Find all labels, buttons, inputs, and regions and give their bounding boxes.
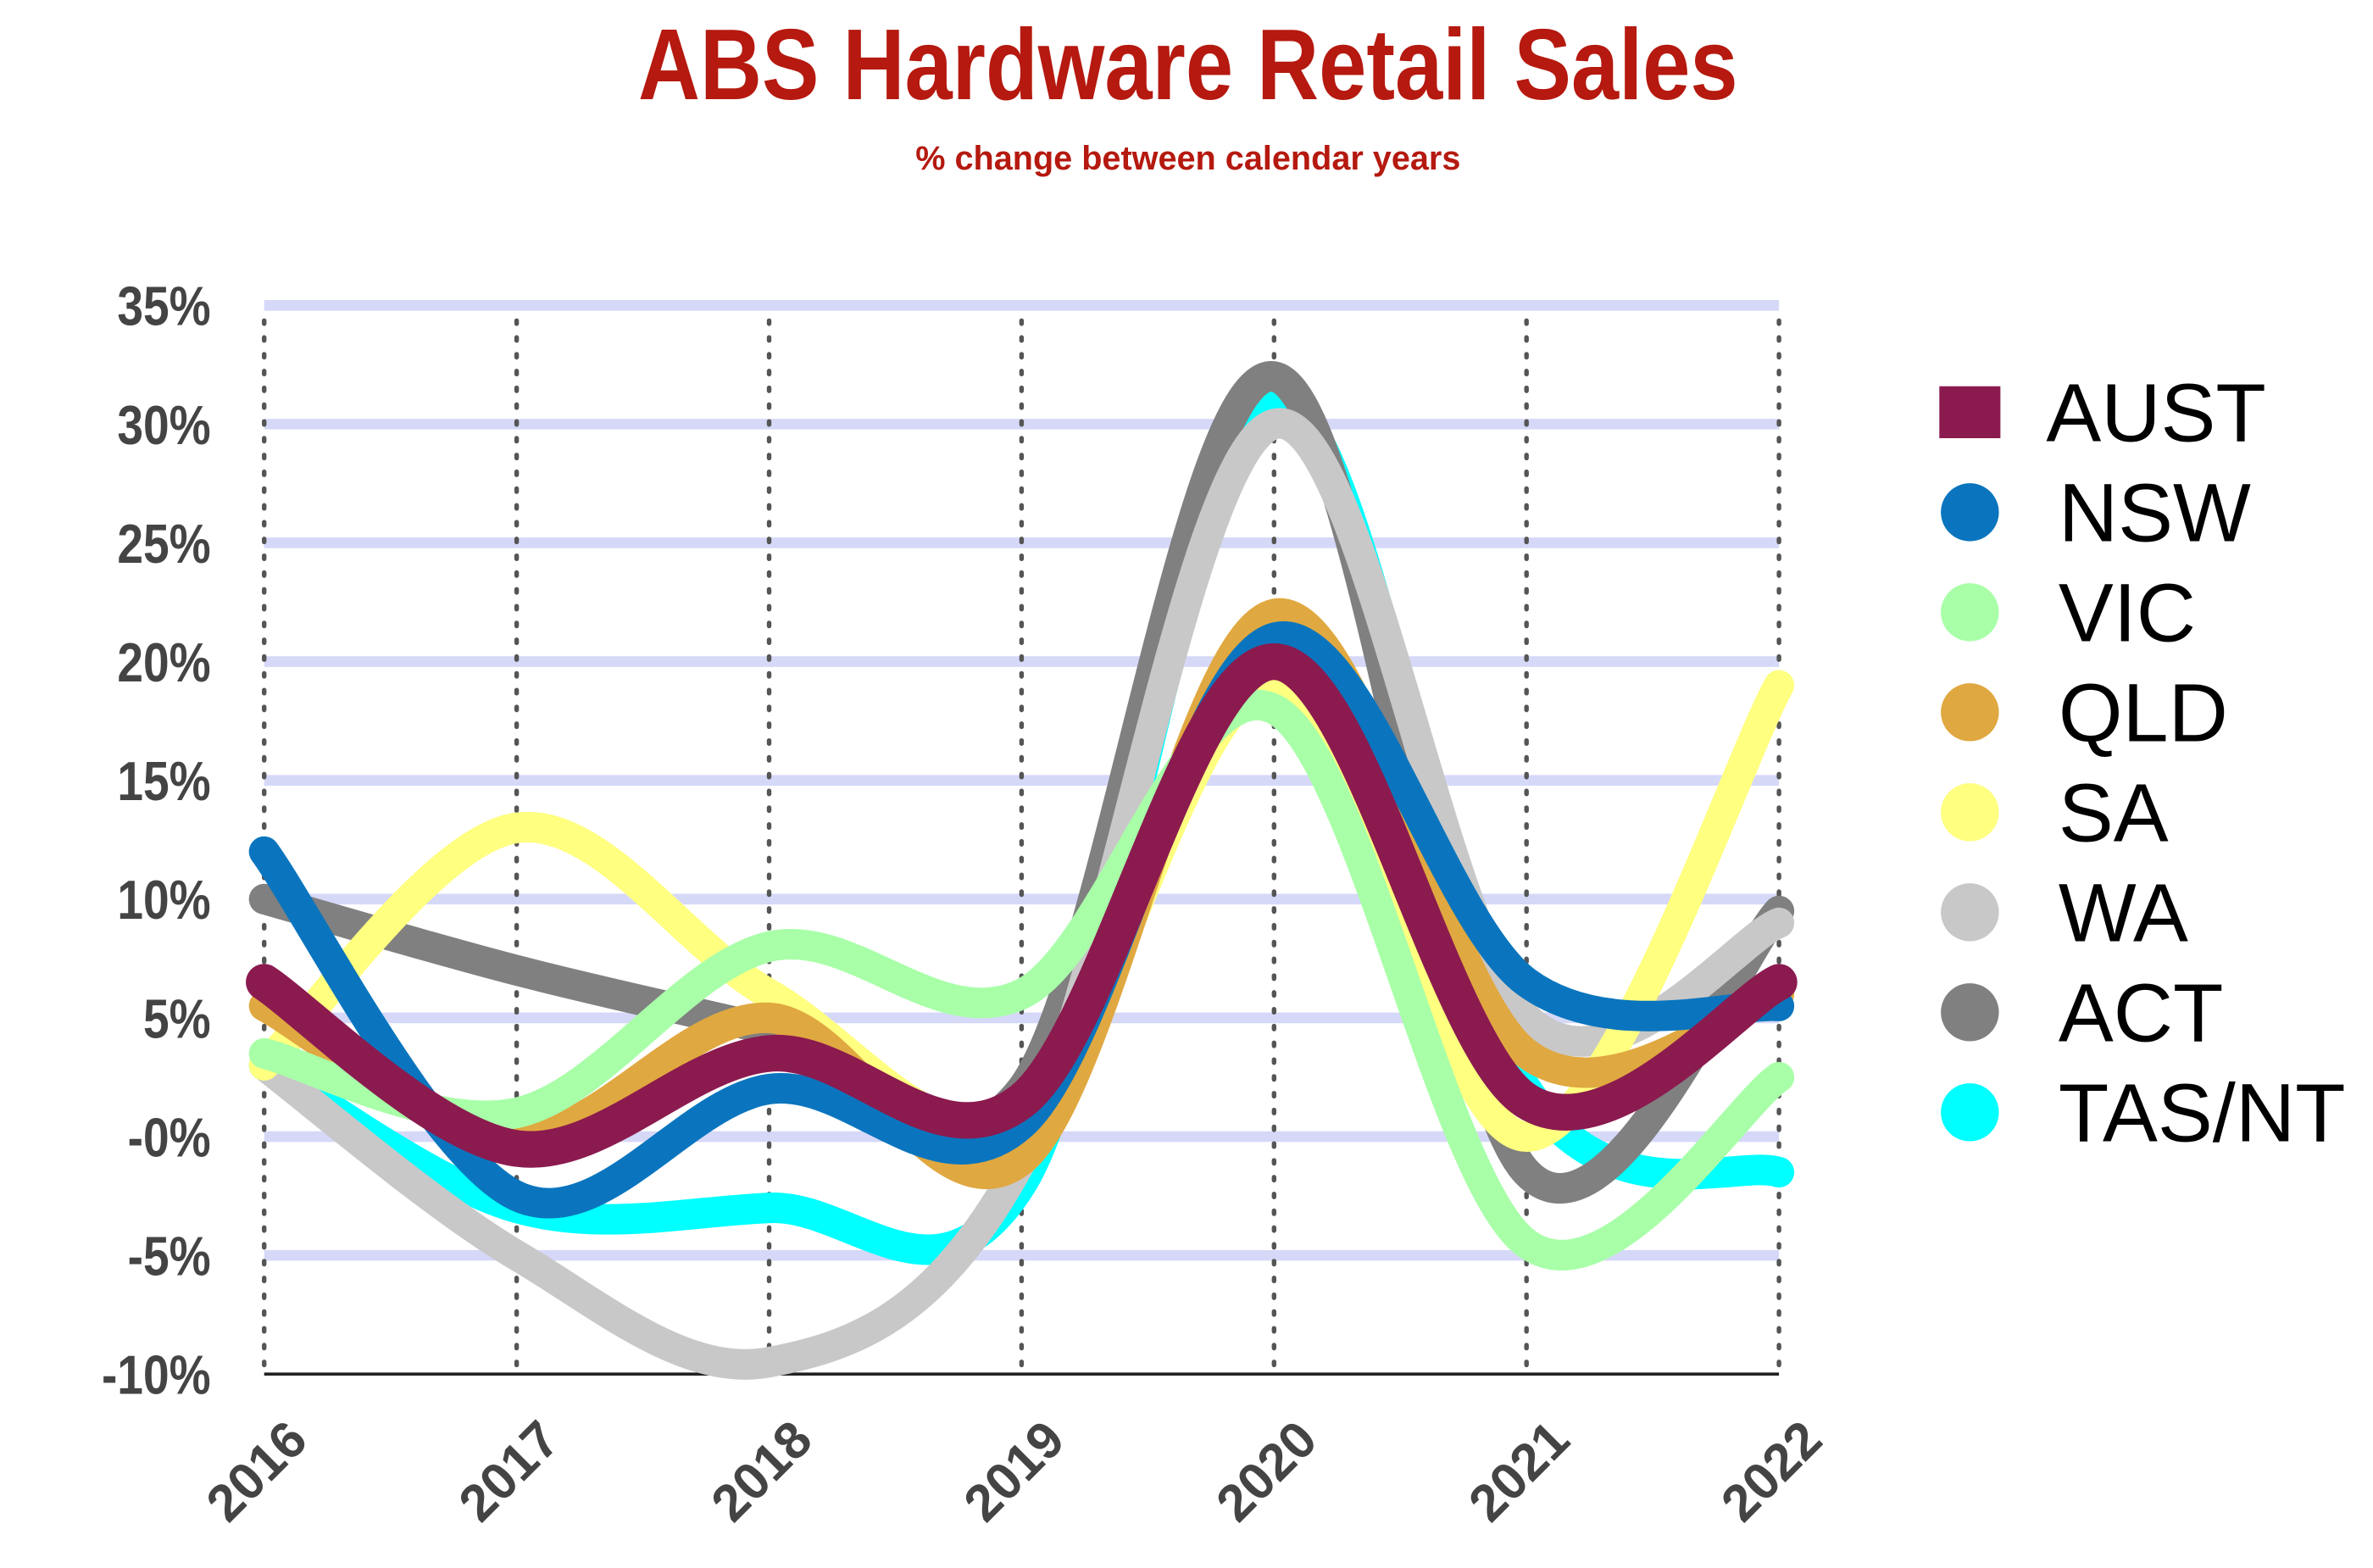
legend-marker bbox=[1941, 783, 1999, 842]
y-tick-label: 5% bbox=[143, 988, 211, 1049]
y-tick-label: 30% bbox=[117, 395, 210, 456]
y-tick-label: -10% bbox=[102, 1344, 211, 1405]
x-tick-label: 2022 bbox=[1710, 1410, 1832, 1532]
y-tick-label: 20% bbox=[117, 632, 210, 693]
legend-label: TAS/NT bbox=[2059, 1067, 2346, 1159]
legend-label: ACT bbox=[2059, 967, 2224, 1059]
series-line bbox=[248, 690, 1795, 1271]
chart-subtitle: % change between calendar years bbox=[915, 140, 1460, 177]
legend-marker bbox=[1939, 386, 2001, 438]
x-tick-label: 2018 bbox=[700, 1410, 822, 1532]
x-tick-label: 2017 bbox=[447, 1410, 570, 1532]
legend-label: SA bbox=[2059, 767, 2169, 859]
legend-label: QLD bbox=[2059, 667, 2228, 759]
x-tick-label: 2019 bbox=[953, 1410, 1075, 1532]
x-tick-label: 2021 bbox=[1458, 1410, 1580, 1532]
legend-label: AUST bbox=[2046, 367, 2265, 459]
chart-title: ABS Hardware Retail Sales bbox=[638, 8, 1738, 121]
legend-label: VIC bbox=[2059, 567, 2196, 659]
legend-label: NSW bbox=[2059, 467, 2251, 559]
y-tick-label: 35% bbox=[117, 276, 210, 337]
legend-marker bbox=[1941, 583, 1999, 642]
y-tick-label: -5% bbox=[128, 1226, 211, 1287]
x-tick-label: 2020 bbox=[1205, 1410, 1327, 1532]
legend-marker bbox=[1941, 983, 1999, 1042]
series-line bbox=[246, 642, 1798, 1168]
legend-marker bbox=[1941, 883, 1999, 942]
legend-marker bbox=[1941, 1083, 1999, 1142]
legend-marker bbox=[1941, 483, 1999, 542]
y-tick-label: 25% bbox=[117, 514, 210, 575]
y-tick-label: 15% bbox=[117, 751, 210, 812]
legend-label: WA bbox=[2059, 867, 2188, 959]
y-tick-label: -0% bbox=[128, 1107, 211, 1168]
y-tick-label: 10% bbox=[117, 870, 210, 931]
legend-marker bbox=[1941, 683, 1999, 742]
x-tick-label: 2016 bbox=[196, 1410, 318, 1532]
